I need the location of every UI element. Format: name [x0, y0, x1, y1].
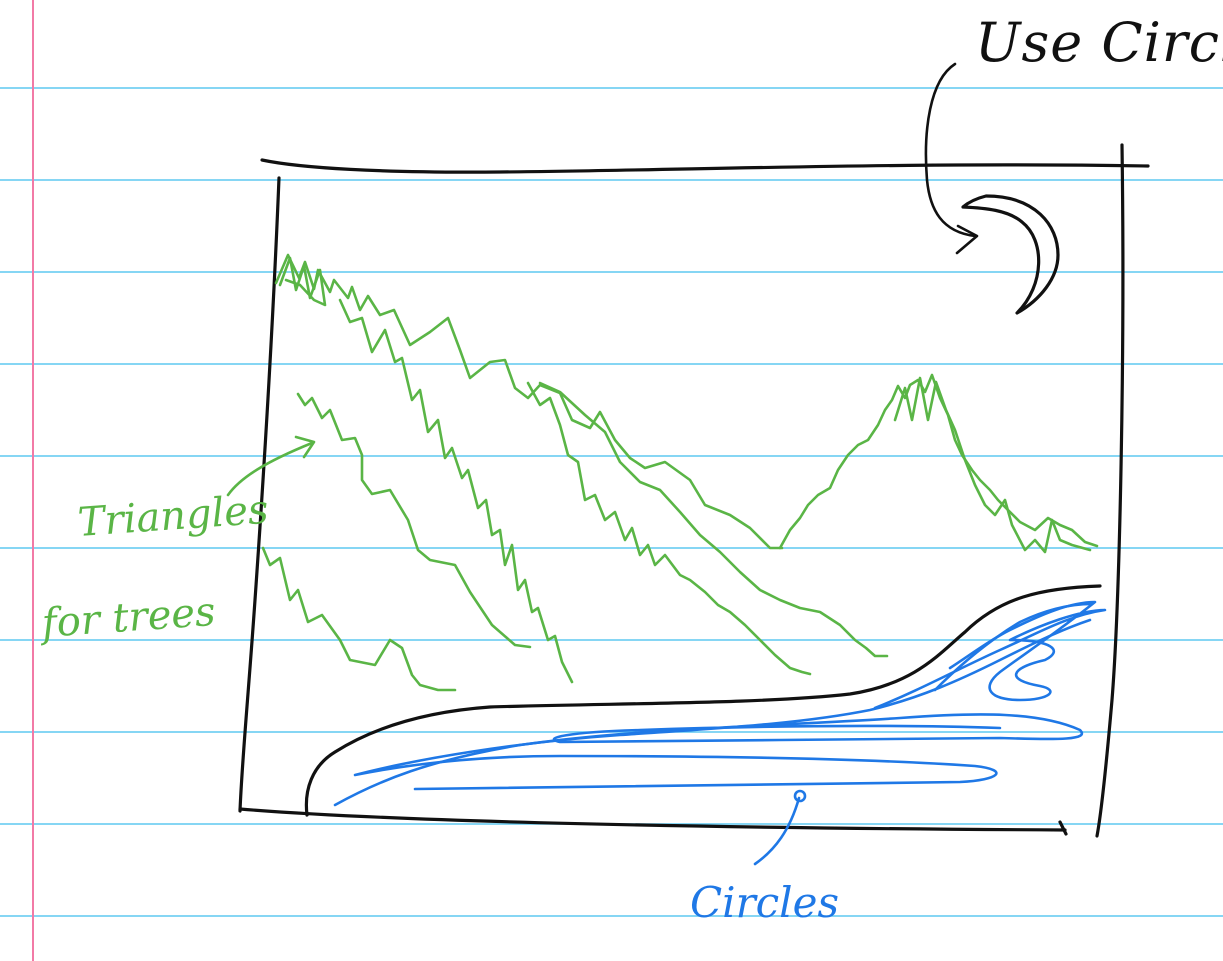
- treeline-7: [538, 381, 889, 658]
- pointer-line: [753, 796, 801, 866]
- frame-bottom-tick: [1058, 820, 1068, 836]
- arrow-to-moon: [924, 62, 979, 255]
- peak-scribble-right: [893, 376, 1092, 554]
- arrow-to-trees: [226, 435, 316, 497]
- treeline-1: [274, 253, 784, 550]
- treeline-2: [296, 392, 532, 649]
- treeline-6: [778, 373, 1099, 550]
- moon-icon: [961, 194, 1060, 315]
- pointer-dot: [793, 789, 807, 803]
- frame-right-edge: [1095, 143, 1125, 838]
- treeline-4: [526, 381, 812, 676]
- water-circles: [333, 600, 1107, 866]
- frame-bottom-edge: [238, 807, 1067, 832]
- frame-top-edge: [260, 158, 1150, 174]
- picture-frame: [238, 143, 1150, 838]
- annotation-circles: Circles: [690, 878, 840, 927]
- lake-outline: [304, 584, 1102, 817]
- mountain-trees: [261, 253, 1099, 692]
- annotation-for-trees: for trees: [40, 588, 217, 647]
- frame-left-edge: [238, 176, 281, 813]
- treeline-3: [338, 298, 574, 684]
- treeline-5: [261, 546, 457, 692]
- water-stroke-3: [873, 600, 1107, 710]
- water-stroke-2: [353, 618, 1092, 791]
- peak-scribble-left: [278, 256, 327, 307]
- annotation-use-circles: Use Circles: [975, 11, 1223, 74]
- water-stroke-4: [933, 602, 1094, 692]
